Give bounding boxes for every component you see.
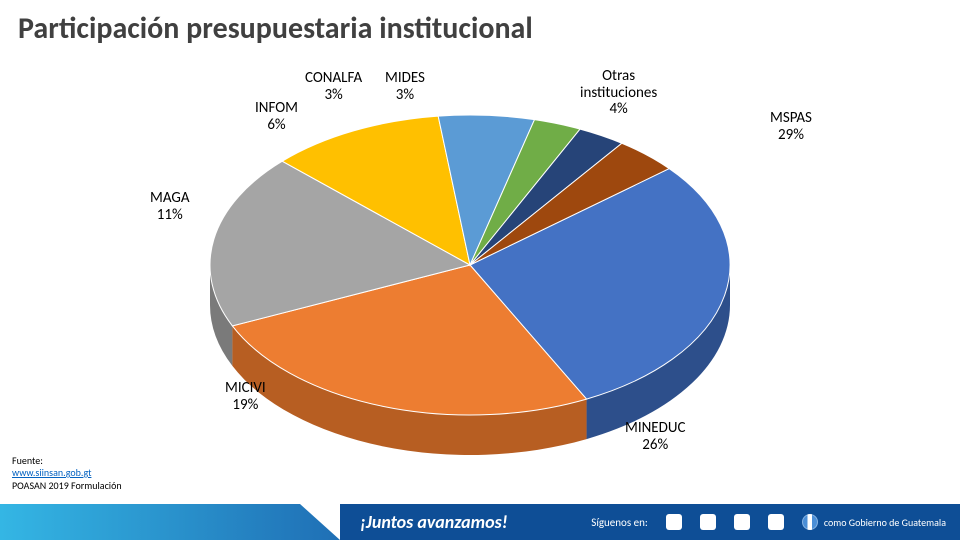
pie-label-infom: INFOM 6%	[255, 100, 298, 133]
gov-tag: como Gobierno de Guatemala	[802, 514, 946, 530]
pie-label-maga: MAGA 11%	[150, 190, 190, 223]
pie-label-mides: MIDES 3%	[385, 70, 425, 103]
facebook-icon[interactable]	[666, 514, 682, 530]
source-link[interactable]: www.siinsan.gob.gt	[12, 466, 91, 479]
footer-bar: ¡Juntos avanzamos! Síguenos en: como Gob…	[0, 504, 960, 540]
youtube-icon[interactable]	[734, 514, 750, 530]
source-line2: POASAN 2019 Formulación	[12, 480, 122, 493]
source-block: Fuente: www.siinsan.gob.gt POASAN 2019 F…	[12, 455, 122, 493]
follow-label: Síguenos en:	[591, 516, 648, 529]
instagram-icon[interactable]	[768, 514, 784, 530]
pie-svg	[0, 0, 960, 540]
pie-label-mspas: MSPAS 29%	[770, 110, 812, 143]
footer-slogan: ¡Juntos avanzamos!	[360, 511, 508, 533]
gov-text: como Gobierno de Guatemala	[824, 516, 946, 529]
pie-label-otras: Otras instituciones 4%	[580, 68, 657, 118]
pie-label-conalfa: CONALFA 3%	[305, 70, 362, 103]
flag-icon	[802, 514, 818, 530]
footer-right: ¡Juntos avanzamos! Síguenos en: como Gob…	[340, 504, 960, 540]
pie-label-mineduc: MINEDUC 26%	[625, 420, 685, 453]
footer-left-shape	[0, 504, 340, 540]
twitter-icon[interactable]	[700, 514, 716, 530]
pie-chart	[0, 0, 960, 540]
pie-label-micivi: MICIVI 19%	[225, 380, 266, 413]
